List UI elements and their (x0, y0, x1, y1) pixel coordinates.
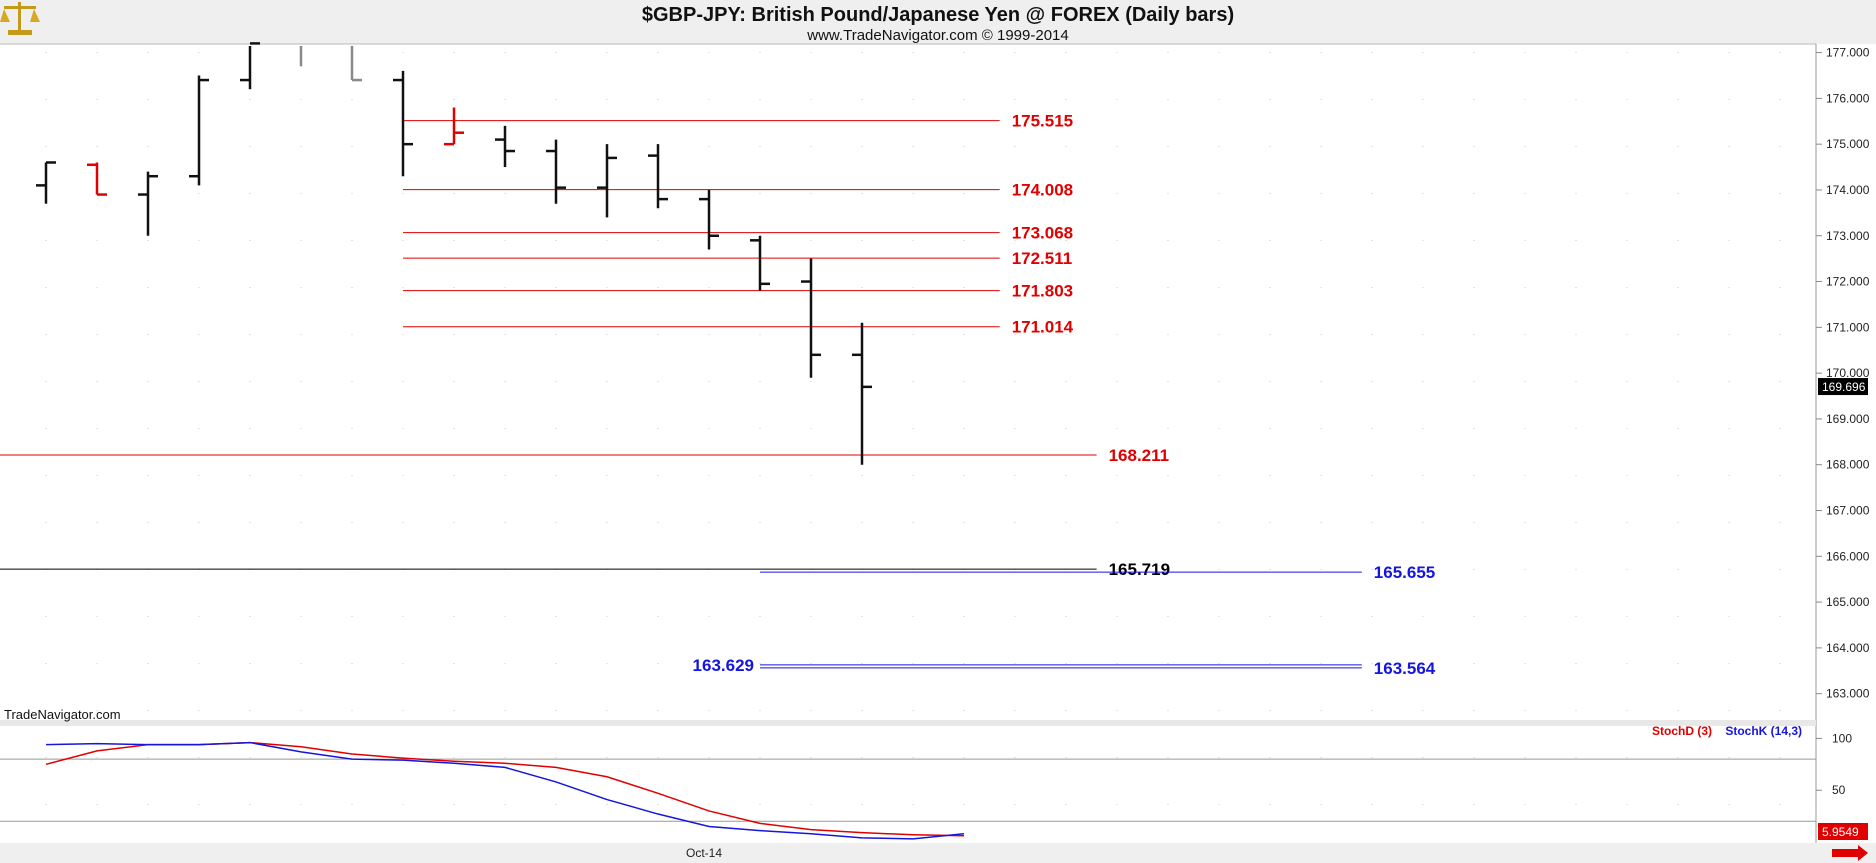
level-label: 172.511 (1012, 249, 1073, 268)
osc-last-value-label: 5.9549 (1822, 825, 1859, 839)
price-tick-label: 174.000 (1826, 183, 1870, 197)
level-label: 171.803 (1012, 282, 1073, 301)
level-label: 165.719 (1109, 560, 1170, 579)
price-tick-label: 177.000 (1826, 46, 1870, 60)
stoch-line-0 (45, 741, 965, 837)
right-arrow-icon[interactable] (1832, 845, 1868, 861)
level-label: 171.014 (1012, 318, 1074, 337)
watermark-text: TradeNavigator.com (4, 707, 121, 722)
level-label: 165.655 (1374, 563, 1435, 582)
price-axis: 177.000 176.000 175.000 174.000 173.000 172.0… (1816, 46, 1870, 701)
level-label: 174.008 (1012, 181, 1073, 200)
price-tick-label: 166.000 (1826, 549, 1870, 563)
level-lines: 175.515 174.008 173.068 172.511 171.803 171.0… (0, 112, 1436, 678)
price-tick-label: 165.000 (1826, 595, 1870, 609)
stochastic-panel: 100 50 StochD (3) StochK (14,3) 5.9549 (0, 724, 1868, 840)
price-tick-label: 163.000 (1826, 687, 1870, 701)
level-label: 168.211 (1109, 446, 1170, 465)
level-label: 163.629 (693, 656, 754, 675)
price-tick-label: 176.000 (1826, 91, 1870, 105)
price-tick-label: 173.000 (1826, 229, 1870, 243)
price-tick-label: 172.000 (1826, 275, 1870, 289)
logo-icon (0, 2, 40, 35)
price-bars (36, 42, 872, 465)
price-tick-label: 169.000 (1826, 412, 1870, 426)
price-tick-label: 175.000 (1826, 137, 1870, 151)
level-label: 175.515 (1012, 112, 1073, 131)
time-axis-band (0, 843, 1876, 863)
osc-last-value-box (1818, 823, 1868, 840)
price-tick-label: 164.000 (1826, 641, 1870, 655)
last-price-box (1818, 378, 1868, 396)
osc-tick-label: 50 (1832, 783, 1846, 797)
price-tick-label: 171.000 (1826, 320, 1870, 334)
osc-tick-label: 100 (1832, 731, 1852, 745)
level-label: 163.564 (1374, 659, 1436, 678)
header-band (0, 0, 1876, 44)
price-tick-label: 168.000 (1826, 458, 1870, 472)
price-tick-label: 170.000 (1826, 366, 1870, 380)
last-price-label: 169.696 (1822, 380, 1866, 394)
price-tick-label: 167.000 (1826, 504, 1870, 518)
chart-title: $GBP-JPY: British Pound/Japanese Yen @ F… (642, 4, 1234, 26)
legend-stochd: StochD (3) (1652, 724, 1712, 738)
stoch-line-1 (45, 741, 965, 840)
legend-stochk: StochK (14,3) (1725, 724, 1802, 738)
x-tick-oct-14: Oct-14 (686, 846, 722, 860)
chart-subtitle: www.TradeNavigator.com © 1999-2014 (806, 27, 1068, 44)
panel-separator[interactable] (0, 720, 1816, 726)
level-label: 173.068 (1012, 224, 1073, 243)
